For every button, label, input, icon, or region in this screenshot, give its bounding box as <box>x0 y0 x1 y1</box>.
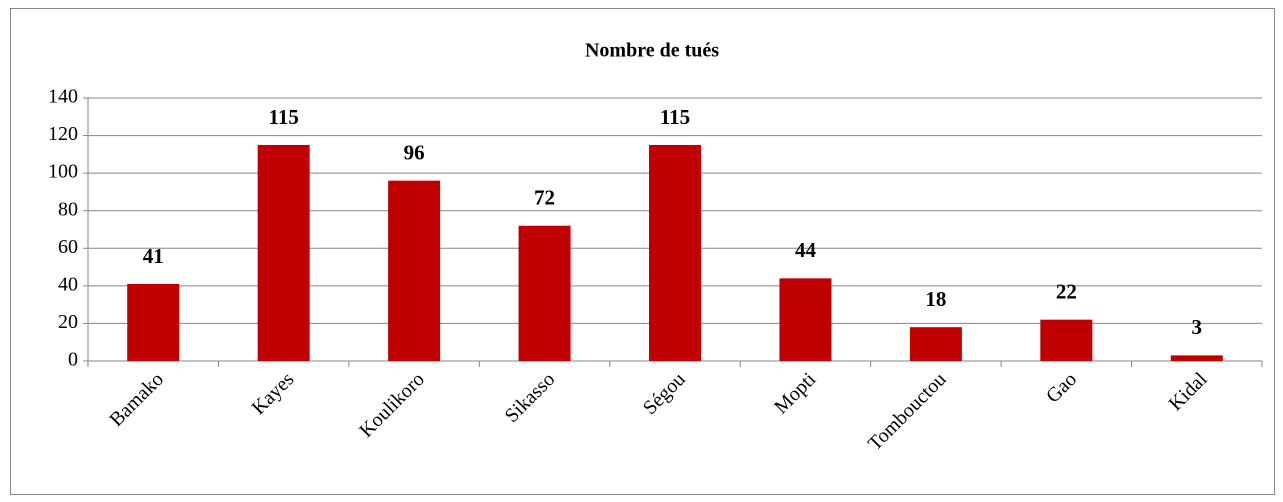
data-label: 18 <box>925 287 946 311</box>
bar <box>1040 319 1093 361</box>
bar <box>779 278 832 361</box>
y-tick-label: 80 <box>58 198 78 220</box>
bar <box>909 327 962 361</box>
chart-title: Nombre de tués <box>585 40 719 62</box>
data-label: 72 <box>534 186 555 210</box>
y-tick-label: 120 <box>48 123 78 145</box>
chart-border <box>10 8 1275 495</box>
data-label: 3 <box>1192 315 1203 339</box>
y-tick-label: 100 <box>48 161 78 183</box>
y-tick-label: 0 <box>68 349 78 371</box>
y-tick-label: 140 <box>48 86 78 108</box>
bar <box>518 225 571 361</box>
y-tick-label: 60 <box>58 236 78 258</box>
data-label: 115 <box>268 105 298 129</box>
bar <box>388 180 441 361</box>
data-label: 22 <box>1056 279 1077 303</box>
data-label: 96 <box>404 140 425 164</box>
bar <box>649 144 701 361</box>
data-label: 44 <box>795 238 817 262</box>
y-tick-label: 40 <box>58 273 78 295</box>
bar <box>257 144 310 361</box>
data-label: 115 <box>660 105 690 129</box>
data-label: 41 <box>143 244 164 268</box>
bar <box>127 283 180 361</box>
y-tick-label: 20 <box>58 311 78 333</box>
bar <box>1170 355 1223 361</box>
